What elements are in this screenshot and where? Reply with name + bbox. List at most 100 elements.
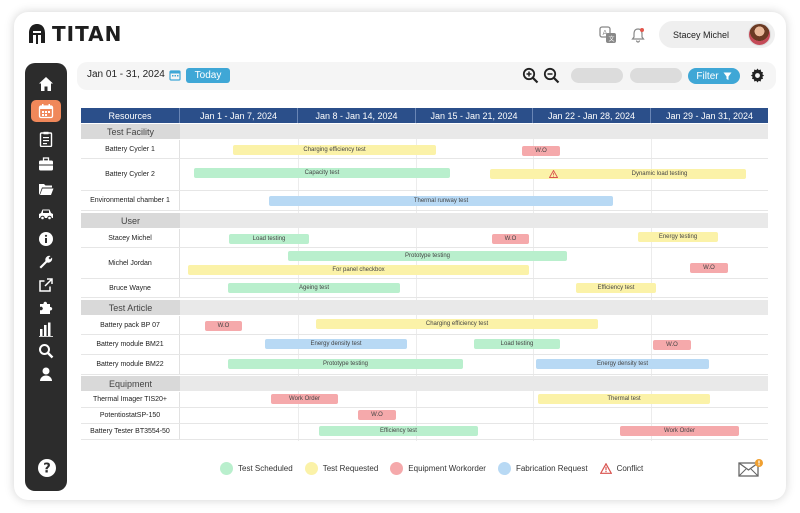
legend-item-conflict: Conflict xyxy=(599,463,644,474)
sidebar-item-search[interactable] xyxy=(31,340,61,362)
sidebar-item-external[interactable] xyxy=(31,274,61,296)
schedule-bar[interactable]: Dynamic load testing xyxy=(490,169,746,179)
schedule-bar[interactable]: W.O xyxy=(358,410,396,420)
week-divider xyxy=(651,123,652,441)
schedule-bar[interactable]: Ageing test xyxy=(228,283,400,293)
briefcase-icon xyxy=(39,157,53,171)
schedule-bar[interactable]: W.O xyxy=(492,234,529,244)
sidebar-item-tools[interactable] xyxy=(31,251,61,273)
resource-row: Michel Jordan xyxy=(81,248,768,279)
sidebar-item-calendar[interactable] xyxy=(31,100,61,122)
group-label: Test Facility xyxy=(81,124,180,139)
sidebar-item-reports[interactable] xyxy=(31,318,61,340)
sidebar-nav xyxy=(25,63,67,491)
week-header: Jan 8 - Jan 14, 2024 xyxy=(298,108,416,123)
conflict-warning-icon xyxy=(599,463,612,474)
schedule-bar[interactable]: Load testing xyxy=(474,339,560,349)
schedule-bar[interactable]: W.O xyxy=(690,263,728,273)
schedule-bar[interactable]: Efficiency test xyxy=(319,426,478,436)
legend-item-scheduled: Test Scheduled xyxy=(220,462,293,475)
resource-row: Battery Cycler 2 xyxy=(81,159,768,191)
resource-row: Environmental chamber 1 xyxy=(81,191,768,211)
gear-icon[interactable] xyxy=(750,68,765,83)
conflict-warning-icon xyxy=(548,170,558,178)
group-label: Test Article xyxy=(81,300,180,315)
user-name: Stacey Michel xyxy=(673,29,730,40)
zoom-in-icon[interactable] xyxy=(522,67,539,84)
schedule-bar[interactable]: Energy testing xyxy=(638,232,718,242)
wrench-icon xyxy=(39,255,53,269)
schedule-bar[interactable]: Efficiency test xyxy=(576,283,656,293)
puzzle-icon xyxy=(40,301,53,314)
clipboard-icon xyxy=(39,131,53,147)
resource-row: Battery pack BP 07 xyxy=(81,316,768,335)
grid-header-row: Resources Jan 1 - Jan 7, 2024 Jan 8 - Ja… xyxy=(81,108,768,123)
legend-swatch xyxy=(220,462,233,475)
resource-row: Battery module BM22 xyxy=(81,355,768,375)
calendar-picker-icon[interactable] xyxy=(169,69,181,81)
schedule-bar[interactable]: Work Order xyxy=(271,394,338,404)
schedule-bar[interactable]: For panel checkbox xyxy=(188,265,529,275)
week-divider xyxy=(533,123,534,441)
sidebar-item-folder[interactable] xyxy=(31,178,61,200)
sidebar-item-plugins[interactable] xyxy=(31,296,61,318)
resource-row: Battery module BM21 xyxy=(81,335,768,355)
resource-label: Michel Jordan xyxy=(81,248,180,278)
helmet-logo-icon xyxy=(29,24,45,44)
schedule-bar[interactable]: Work Order xyxy=(620,426,739,436)
legend-label: Test Scheduled xyxy=(238,464,293,473)
group-label: Equipment xyxy=(81,376,180,391)
mail-alert-icon[interactable] xyxy=(738,458,764,478)
schedule-bar[interactable]: Energy density test xyxy=(536,359,709,369)
schedule-bar[interactable]: W.O xyxy=(205,321,242,331)
schedule-bar[interactable]: Capacity test xyxy=(194,168,450,178)
schedule-bar[interactable]: Prototype testing xyxy=(288,251,567,261)
legend: Test Scheduled Test Requested Equipment … xyxy=(220,462,643,475)
sidebar-item-clipboard[interactable] xyxy=(31,128,61,150)
resource-row: Battery Tester BT3554-50 xyxy=(81,424,768,440)
resource-label: Battery pack BP 07 xyxy=(81,316,180,334)
legend-item-fabrication: Fabrication Request xyxy=(497,462,588,475)
resource-label: Battery module BM22 xyxy=(81,355,180,374)
resource-label: Bruce Wayne xyxy=(81,279,180,297)
sidebar-item-info[interactable] xyxy=(31,228,61,250)
bar-chart-icon xyxy=(39,322,53,337)
sidebar-item-home[interactable] xyxy=(31,73,61,95)
resource-row: Battery Cycler 1 xyxy=(81,140,768,159)
notification-bell-icon[interactable] xyxy=(628,25,648,45)
zoom-out-icon[interactable] xyxy=(543,67,560,84)
schedule-bar[interactable]: Energy density test xyxy=(265,339,407,349)
legend-label: Conflict xyxy=(616,464,644,473)
group-row: Equipment xyxy=(81,376,768,391)
schedule-bar[interactable]: Charging efficiency test xyxy=(316,319,598,329)
schedule-bar[interactable]: Load testing xyxy=(229,234,309,244)
schedule-bar[interactable]: Thermal runway test xyxy=(269,196,613,206)
sidebar-item-profile[interactable] xyxy=(31,363,61,385)
resource-row: PotentiostatSP-150 xyxy=(81,408,768,424)
resource-row: Stacey Michel xyxy=(81,229,768,248)
user-profile-menu[interactable]: Stacey Michel xyxy=(659,21,775,48)
schedule-bar[interactable]: W.O xyxy=(522,146,560,156)
help-icon[interactable]: ? xyxy=(37,458,57,478)
sidebar-item-briefcase[interactable] xyxy=(31,153,61,175)
resource-row: Bruce Wayne xyxy=(81,279,768,298)
filter-placeholder-pill[interactable] xyxy=(571,68,623,83)
resource-label: Thermal Imager TIS20+ xyxy=(81,392,180,407)
schedule-bar[interactable]: Prototype testing xyxy=(228,359,463,369)
titan-logo[interactable]: TITAN xyxy=(28,22,122,46)
week-header: Jan 1 - Jan 7, 2024 xyxy=(180,108,298,123)
group-row: User xyxy=(81,213,768,228)
calendar-icon xyxy=(38,104,54,119)
today-button[interactable]: Today xyxy=(186,68,230,83)
search-icon xyxy=(39,344,54,359)
group-row: Test Article xyxy=(81,300,768,315)
schedule-bar[interactable]: Thermal test xyxy=(538,394,710,404)
filter-button[interactable]: Filter xyxy=(688,68,740,84)
external-link-icon xyxy=(39,278,53,292)
schedule-bar[interactable]: Charging efficiency test xyxy=(233,145,436,155)
sidebar-item-vehicle[interactable] xyxy=(31,203,61,225)
filter-label: Filter xyxy=(696,70,719,82)
schedule-bar[interactable]: W.O xyxy=(653,340,691,350)
filter-placeholder-pill[interactable] xyxy=(630,68,682,83)
